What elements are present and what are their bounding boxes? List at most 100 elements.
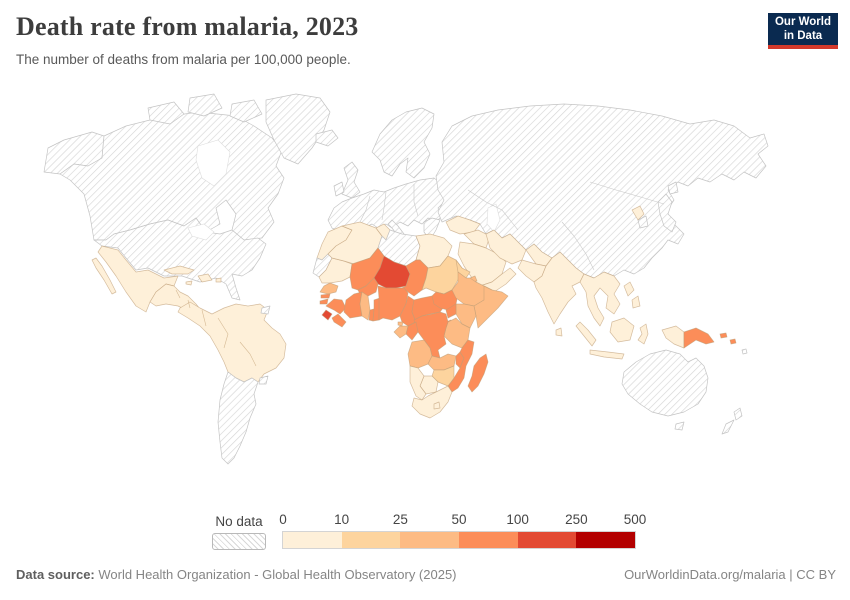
country-french-guiana[interactable] [260, 305, 271, 315]
country-new-zealand[interactable] [721, 419, 735, 435]
country-arctic-islands[interactable] [147, 101, 185, 125]
country-india[interactable] [533, 251, 585, 325]
legend-segment[interactable] [341, 532, 401, 548]
country-solomon-islands[interactable] [729, 338, 737, 345]
country-cote-divoire[interactable] [343, 291, 363, 319]
legend-tick-label: 0 [279, 512, 287, 527]
country-arctic-islands[interactable] [229, 99, 263, 123]
country-uganda[interactable] [445, 303, 457, 319]
internal-border-europe [413, 184, 419, 217]
owid-logo-line1: Our World [774, 15, 831, 28]
legend-segment[interactable] [576, 532, 636, 548]
country-new-zealand[interactable] [733, 407, 743, 421]
country-namibia[interactable] [409, 365, 427, 401]
country-south-africa[interactable] [411, 385, 453, 419]
legend-no-data: No data [212, 514, 266, 550]
legend-tick-label: 25 [392, 512, 408, 527]
legend-colorbar [282, 531, 636, 549]
country-canada[interactable] [59, 111, 285, 241]
country-iceland[interactable] [315, 129, 339, 147]
country-north-korea[interactable] [631, 205, 645, 221]
legend-segment[interactable] [459, 532, 518, 548]
country-eritrea[interactable] [455, 259, 471, 279]
internal-border-south-america [239, 341, 257, 367]
country-turkey[interactable] [445, 215, 481, 235]
legend-segment[interactable] [400, 532, 460, 548]
country-solomon-islands[interactable] [719, 332, 728, 339]
legend-no-data-swatch[interactable] [212, 533, 266, 550]
legend-tick-label: 10 [334, 512, 350, 527]
country-kenya[interactable] [455, 303, 477, 329]
country-usa[interactable] [93, 217, 267, 301]
country-argentina-chile[interactable] [217, 371, 259, 465]
country-greenland[interactable] [265, 93, 331, 165]
data-source-label: Data source: [16, 567, 95, 582]
country-chad[interactable] [401, 259, 429, 297]
caspian-sea [486, 203, 501, 233]
country-hispaniola[interactable] [197, 273, 213, 283]
country-mexico-baja[interactable] [91, 257, 117, 295]
internal-border-europe [381, 191, 387, 221]
internal-border-south-america [201, 309, 207, 327]
country-uk[interactable] [341, 161, 361, 199]
footer-link[interactable]: OurWorldinData.org/malaria | CC BY [624, 567, 836, 582]
country-guinea-bissau[interactable] [319, 298, 329, 305]
country-cuba[interactable] [163, 265, 195, 275]
country-south-korea[interactable] [637, 215, 649, 229]
country-lesotho[interactable] [433, 401, 441, 410]
country-australia[interactable] [621, 349, 709, 417]
country-liberia[interactable] [331, 313, 347, 328]
country-indonesia-sulawesi[interactable] [637, 323, 649, 345]
country-fiji[interactable] [741, 348, 748, 355]
country-papua-new-guinea[interactable] [683, 327, 715, 349]
owid-logo[interactable]: Our World in Data [768, 13, 838, 49]
choropleth-svg [43, 93, 769, 465]
data-source-text: World Health Organization - Global Healt… [94, 567, 457, 582]
country-indonesia-java[interactable] [589, 349, 625, 360]
internal-border-europe [359, 195, 371, 223]
internal-border-asia [561, 221, 595, 271]
legend-segment[interactable] [283, 532, 342, 548]
legend-tick-label: 100 [506, 512, 529, 527]
country-south-america[interactable] [177, 301, 287, 383]
page-subtitle: The number of deaths from malaria per 10… [16, 52, 351, 67]
country-jamaica[interactable] [185, 280, 193, 286]
country-madagascar[interactable] [467, 353, 489, 393]
country-gambia[interactable] [320, 293, 331, 299]
hudson-bay [195, 139, 231, 187]
legend-colorbar-wrap: 0 10 25 50 100 250 500 [279, 512, 646, 549]
country-indonesia-borneo[interactable] [609, 317, 635, 343]
country-indonesia-sumatra[interactable] [575, 321, 597, 347]
country-philippines[interactable] [631, 295, 641, 309]
data-source: Data source: World Health Organization -… [16, 567, 457, 582]
country-sierra-leone[interactable] [321, 309, 333, 321]
owid-logo-line2: in Data [783, 30, 823, 42]
country-australia-tasmania[interactable] [674, 421, 685, 431]
footer: Data source: World Health Organization -… [16, 567, 836, 582]
country-nigeria[interactable] [377, 285, 409, 321]
country-equatorial-guinea[interactable] [397, 321, 404, 327]
country-ghana[interactable] [359, 291, 371, 321]
country-ireland[interactable] [333, 181, 345, 197]
country-arctic-islands[interactable] [187, 93, 223, 117]
internal-border-asia [589, 181, 665, 205]
country-indonesia-west-new-guinea[interactable] [661, 325, 685, 349]
country-japan-hokkaido[interactable] [667, 181, 679, 195]
country-philippines[interactable] [623, 281, 635, 297]
page-title: Death rate from malaria, 2023 [16, 12, 359, 41]
country-somalia[interactable] [473, 285, 509, 329]
country-senegal[interactable] [319, 282, 339, 295]
internal-border-central-america [175, 289, 191, 309]
country-southeast-asia[interactable] [579, 271, 621, 327]
great-lakes [187, 223, 215, 241]
country-puerto-rico[interactable] [215, 277, 222, 283]
country-uruguay[interactable] [258, 375, 269, 385]
legend-segment[interactable] [517, 532, 577, 548]
country-gabon[interactable] [393, 325, 409, 339]
country-sri-lanka[interactable] [555, 327, 563, 337]
internal-border-south-america [217, 317, 229, 349]
country-scandinavia[interactable] [371, 107, 435, 179]
legend-no-data-label: No data [215, 514, 263, 529]
legend-tick-label: 250 [565, 512, 588, 527]
